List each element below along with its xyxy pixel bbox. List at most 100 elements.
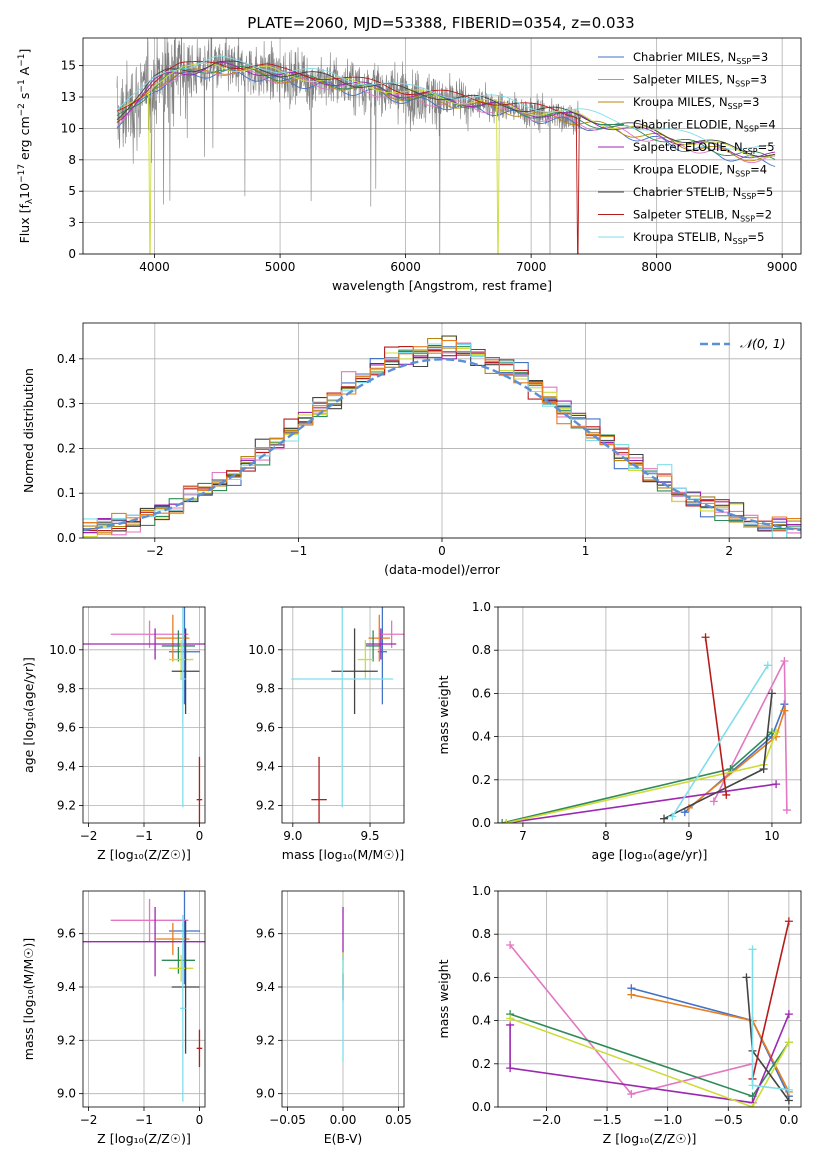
errorbar-point xyxy=(180,915,186,1102)
y-tick-label: 0.2 xyxy=(472,1057,491,1071)
errorbar-point xyxy=(331,628,378,715)
y-tick-label: 9.8 xyxy=(256,682,275,696)
x-tick-label: 9.5 xyxy=(360,829,379,843)
errorbar-point xyxy=(365,628,397,660)
histogram-series xyxy=(83,340,801,535)
weight-marker xyxy=(748,1103,757,1107)
x-tick-label: 0.0 xyxy=(779,1113,798,1127)
weight-marker xyxy=(506,1014,515,1023)
spectrum-legend: Chabrier MILES, NSSP=3 Salpeter MILES, NS… xyxy=(598,50,776,246)
y-tick-label: 9.4 xyxy=(256,760,275,774)
weight-marker xyxy=(748,1081,757,1090)
weight-marker xyxy=(759,765,768,773)
weight-marker xyxy=(502,819,511,823)
weight-marker xyxy=(627,990,636,999)
y-tick-label: 9.6 xyxy=(256,927,275,941)
age-vs-mass-panel: 9.0 9.5 9.2 9.4 9.6 9.8 10.0 mass [log₁₀(M/M☉)] xyxy=(248,606,405,862)
weight-vs-z-plot-area xyxy=(506,917,793,1107)
legend-entry: Chabrier STELIB, NSSP=5 xyxy=(633,185,773,201)
x-tick-label: 0.00 xyxy=(330,1113,357,1127)
weight-marker xyxy=(680,808,689,817)
weight-vs-age-plot-area xyxy=(498,633,791,823)
x-tick-label: 5000 xyxy=(265,260,296,274)
weight-vs-age-panel: 7 8 9 10 0.0 0.2 0.4 0.6 0.8 1.0 age [log₁₀(age/yr… xyxy=(436,600,802,862)
y-tick-label: 0.0 xyxy=(472,1100,491,1114)
weight-series-line xyxy=(509,1013,790,1104)
legend-entry: Salpeter MILES, NSSP=3 xyxy=(633,73,767,89)
weight-marker xyxy=(782,806,791,815)
axes-frame xyxy=(497,890,802,1108)
y-tick-label: 9.2 xyxy=(256,1033,275,1047)
x-axis-label: Z [log₁₀(Z/Z☉)] xyxy=(97,847,191,862)
weight-marker xyxy=(784,1010,793,1019)
x-tick-label: 2 xyxy=(725,544,733,558)
y-tick-label: 0.6 xyxy=(472,970,491,984)
y-tick-label: 9.2 xyxy=(57,1033,76,1047)
axes-frame xyxy=(82,890,206,1108)
mass-vs-z-panel: −2 −1 0 9.0 9.2 9.4 9.6 Z [log₁₀(Z/Z☉)] mass [lo… xyxy=(21,890,206,1146)
x-tick-label: 9.0 xyxy=(283,829,302,843)
weight-series-line xyxy=(502,731,773,823)
age-vs-z-plot-area xyxy=(83,607,205,823)
x-axis-label: wavelength [Angstrom, rest frame] xyxy=(332,278,552,293)
y-tick-label: 0.0 xyxy=(57,531,76,545)
y-tick-label: 5 xyxy=(68,184,76,198)
errorbar-point xyxy=(168,607,201,705)
weight-marker xyxy=(780,657,789,665)
y-axis-label: mass weight xyxy=(436,675,451,754)
errorbar-point xyxy=(196,756,203,823)
axes-frame xyxy=(82,606,206,824)
errorbar-point xyxy=(291,607,394,808)
x-axis-label: E(B-V) xyxy=(324,1131,363,1146)
y-tick-label: 9.2 xyxy=(256,798,275,812)
y-tick-label: 9.2 xyxy=(57,798,76,812)
weight-series-line xyxy=(509,1017,790,1107)
errorbar-point xyxy=(156,614,190,662)
y-tick-label: 10.0 xyxy=(248,643,275,657)
weight-series-line xyxy=(751,921,790,1080)
weight-series-line xyxy=(688,710,786,809)
y-tick-label: 9.6 xyxy=(57,927,76,941)
x-tick-label: −2 xyxy=(80,829,98,843)
weight-series-line xyxy=(671,664,769,817)
axes-frame xyxy=(497,606,802,824)
spectrum-plot-area xyxy=(116,38,776,254)
y-tick-label: 0.4 xyxy=(472,730,491,744)
errorbar-point xyxy=(161,630,196,662)
y-tick-label: 9.4 xyxy=(57,760,76,774)
y-tick-label: 9.0 xyxy=(256,1087,275,1101)
model-line xyxy=(116,69,776,167)
axes-frame xyxy=(281,890,405,1108)
weight-marker xyxy=(506,941,515,949)
y-tick-label: 0.2 xyxy=(472,773,491,787)
x-tick-label: 7 xyxy=(519,829,527,843)
x-tick-label: 0 xyxy=(196,829,204,843)
age-vs-mass-plot-area xyxy=(291,607,404,823)
weight-marker xyxy=(767,689,776,698)
weight-marker xyxy=(780,706,789,715)
weight-marker xyxy=(660,814,669,823)
y-tick-label: 9.6 xyxy=(57,721,76,735)
observed-spectrum xyxy=(116,38,581,254)
axes-frame xyxy=(82,37,802,255)
legend-entry: Kroupa ELODIE, NSSP=4 xyxy=(633,163,767,179)
y-tick-label: 8 xyxy=(68,153,76,167)
axes-frame xyxy=(281,606,405,824)
weight-marker xyxy=(784,1085,793,1094)
errorbar-point xyxy=(171,920,200,1054)
errorbar-point xyxy=(83,628,205,660)
weight-series-line xyxy=(704,637,728,796)
x-tick-label: −0.5 xyxy=(714,1113,743,1127)
legend-entry: Kroupa STELIB, NSSP=5 xyxy=(633,230,764,246)
age-vs-z-panel: −2 −1 0 9.2 9.4 9.6 9.8 10.0 Z [log₁₀(Z/Z☉)] age … xyxy=(21,606,206,862)
errorbar-point xyxy=(357,640,374,679)
model-line xyxy=(116,69,776,164)
x-tick-label: −1 xyxy=(290,544,308,558)
weight-marker xyxy=(498,819,507,823)
y-tick-label: 3 xyxy=(68,216,76,230)
y-axis-label: mass weight xyxy=(436,959,451,1038)
x-axis-label: (data-model)/error xyxy=(384,562,501,577)
weight-marker xyxy=(627,1090,636,1099)
weight-marker xyxy=(748,945,757,954)
weight-vs-z-panel: −2.0 −1.5 −1.0 −0.5 0.0 0.0 0.2 0.4 0.6 0.8 1.0 Z [… xyxy=(436,884,802,1146)
